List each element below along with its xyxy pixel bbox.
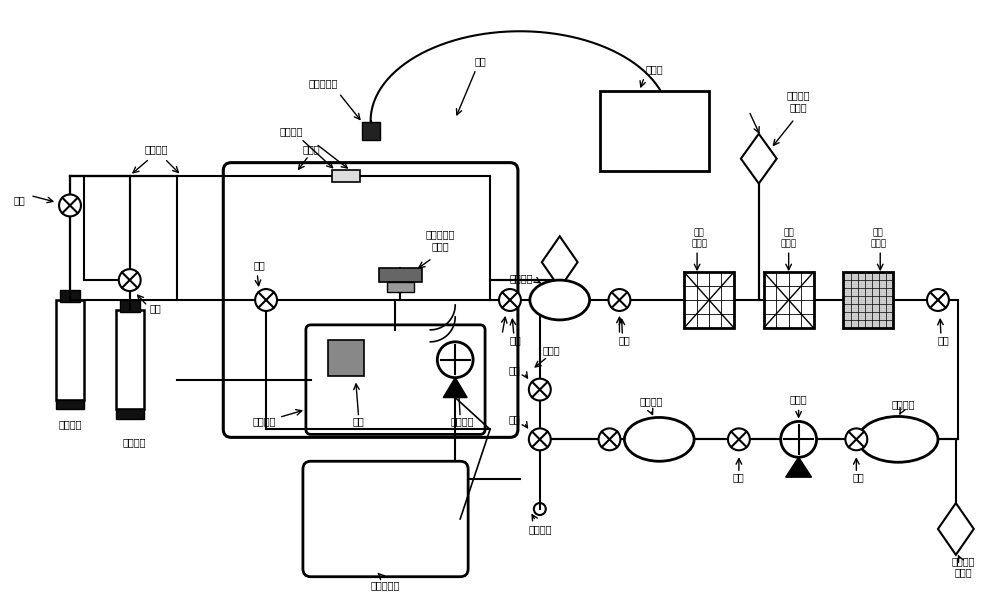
Text: 缓存罐三: 缓存罐三 xyxy=(640,397,663,407)
Circle shape xyxy=(437,342,473,377)
Text: 阀七: 阀七 xyxy=(852,472,864,482)
Text: 阀九: 阀九 xyxy=(508,365,520,374)
Text: 手套箱: 手套箱 xyxy=(302,144,320,154)
Polygon shape xyxy=(786,457,812,477)
Text: 初效
过滤器: 初效 过滤器 xyxy=(691,229,707,248)
Text: 中效
过滤器: 中效 过滤器 xyxy=(781,229,797,248)
Text: 高效
过滤器: 高效 过滤器 xyxy=(870,229,886,248)
FancyBboxPatch shape xyxy=(303,461,468,577)
Circle shape xyxy=(499,289,521,311)
Text: 辐射剂量
检测仪: 辐射剂量 检测仪 xyxy=(951,556,975,578)
Text: 气体出口: 气体出口 xyxy=(528,524,552,534)
Circle shape xyxy=(599,428,620,451)
Bar xyxy=(116,409,144,419)
Circle shape xyxy=(608,289,630,311)
Text: 辐射剂量
检测仪: 辐射剂量 检测仪 xyxy=(787,90,810,112)
Bar xyxy=(60,290,80,302)
Bar xyxy=(120,300,140,312)
Bar xyxy=(332,170,360,182)
Bar xyxy=(362,122,380,140)
Circle shape xyxy=(781,421,817,457)
Bar xyxy=(379,268,422,282)
Circle shape xyxy=(845,428,867,451)
Circle shape xyxy=(927,289,949,311)
Polygon shape xyxy=(938,503,974,555)
Text: 缓存罐一: 缓存罐一 xyxy=(509,273,533,283)
Bar xyxy=(328,340,364,376)
Text: 石英玻璃: 石英玻璃 xyxy=(279,126,303,136)
Circle shape xyxy=(255,289,277,311)
Text: 密封容器: 密封容器 xyxy=(252,416,276,427)
FancyBboxPatch shape xyxy=(306,325,485,434)
Bar xyxy=(764,272,814,328)
Circle shape xyxy=(728,428,750,451)
Text: 阀四: 阀四 xyxy=(509,335,521,345)
Bar xyxy=(387,282,414,292)
Text: 激光输出头: 激光输出头 xyxy=(308,78,338,88)
Ellipse shape xyxy=(624,418,694,461)
Circle shape xyxy=(529,428,551,451)
Text: 氮气瓶二: 氮气瓶二 xyxy=(123,437,146,448)
Bar xyxy=(56,300,84,400)
Circle shape xyxy=(529,379,551,401)
Text: 坩埚: 坩埚 xyxy=(353,416,365,427)
Text: 气体管路: 气体管路 xyxy=(145,144,168,154)
Bar xyxy=(56,400,84,409)
Text: 阀十: 阀十 xyxy=(508,415,520,424)
Text: 光纤: 光纤 xyxy=(474,56,486,66)
Text: 氮气瓶一: 氮气瓶一 xyxy=(58,419,82,430)
Text: 阀八: 阀八 xyxy=(733,472,745,482)
Bar xyxy=(843,272,893,328)
Text: 激光器: 激光器 xyxy=(645,64,663,74)
Text: 无纸记录仪: 无纸记录仪 xyxy=(371,580,400,590)
Polygon shape xyxy=(542,236,578,288)
Ellipse shape xyxy=(858,416,938,462)
Text: 真空泵: 真空泵 xyxy=(790,395,807,404)
Circle shape xyxy=(119,269,141,291)
Bar xyxy=(684,272,734,328)
Text: 阀三: 阀三 xyxy=(253,260,265,270)
Text: 阀一: 阀一 xyxy=(13,196,25,205)
Polygon shape xyxy=(443,377,467,398)
Polygon shape xyxy=(741,134,777,184)
Text: 信号线: 信号线 xyxy=(543,345,561,355)
Text: 阀六: 阀六 xyxy=(937,335,949,345)
Text: 航空插头: 航空插头 xyxy=(450,416,474,427)
Text: 阀二: 阀二 xyxy=(150,303,161,313)
Text: 缓存罐二: 缓存罐二 xyxy=(891,400,915,410)
FancyBboxPatch shape xyxy=(223,163,518,437)
Text: 阀王: 阀王 xyxy=(619,335,630,345)
Bar xyxy=(116,310,144,409)
Text: 温度、压力
传感器: 温度、压力 传感器 xyxy=(426,229,455,251)
Ellipse shape xyxy=(530,280,590,320)
Bar xyxy=(600,91,709,170)
Circle shape xyxy=(59,194,81,217)
